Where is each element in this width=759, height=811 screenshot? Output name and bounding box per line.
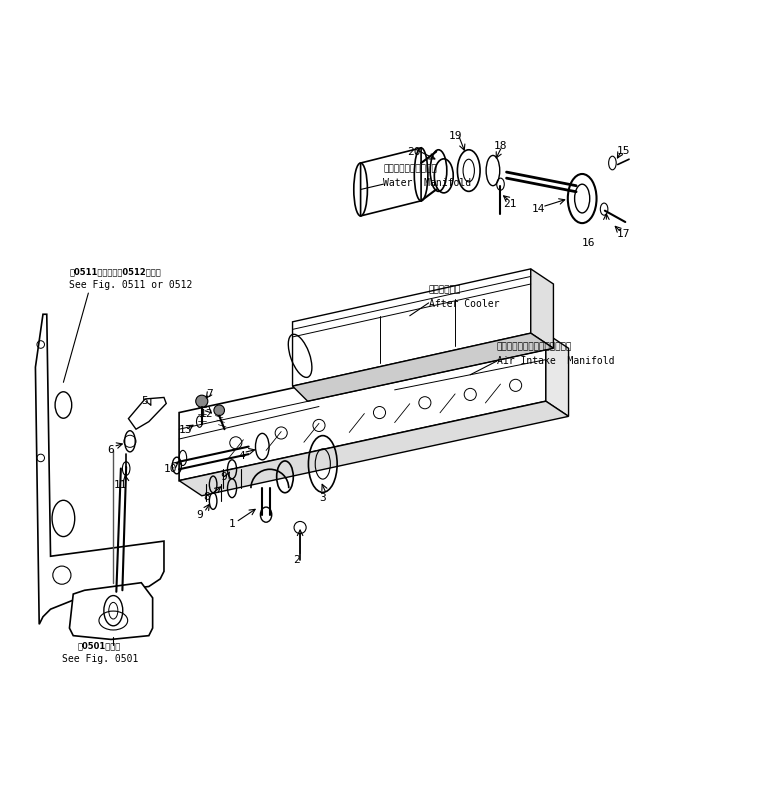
Text: 19: 19 — [449, 131, 462, 141]
Text: 15: 15 — [616, 146, 630, 156]
Text: ウォータマニホールド: ウォータマニホールド — [383, 165, 437, 174]
Text: アフタクーラ: アフタクーラ — [429, 285, 461, 294]
Text: See Fig. 0501: See Fig. 0501 — [61, 654, 138, 663]
Text: 13: 13 — [179, 425, 193, 435]
Text: 18: 18 — [494, 140, 507, 151]
Polygon shape — [70, 583, 153, 640]
Text: 第0501図参照: 第0501図参照 — [78, 641, 121, 650]
Text: After Cooler: After Cooler — [429, 298, 499, 308]
Text: 9: 9 — [196, 509, 203, 519]
Text: 第0511図または第0512図参照: 第0511図または第0512図参照 — [70, 267, 161, 276]
Text: 12: 12 — [200, 408, 213, 418]
Polygon shape — [179, 401, 568, 496]
Polygon shape — [179, 334, 546, 481]
Text: 2: 2 — [293, 555, 300, 564]
Text: 14: 14 — [531, 204, 545, 214]
Text: 11: 11 — [113, 479, 127, 489]
Polygon shape — [531, 269, 553, 349]
Text: 1: 1 — [228, 518, 235, 528]
Text: エアーインテークマニホールド: エアーインテークマニホールド — [496, 342, 572, 351]
Text: Water  Manifold: Water Manifold — [383, 178, 471, 187]
Polygon shape — [128, 398, 166, 430]
Text: 9: 9 — [220, 471, 227, 482]
Text: 4: 4 — [238, 450, 245, 461]
Text: 8: 8 — [203, 491, 210, 501]
Text: Air Intake  Manifold: Air Intake Manifold — [496, 355, 614, 365]
Polygon shape — [36, 315, 164, 624]
Polygon shape — [361, 148, 421, 217]
Text: 6: 6 — [108, 444, 115, 454]
Text: 3: 3 — [320, 492, 326, 503]
Text: 10: 10 — [163, 463, 177, 473]
Circle shape — [214, 406, 225, 416]
Text: 17: 17 — [616, 229, 630, 239]
Polygon shape — [546, 334, 568, 417]
Text: 7: 7 — [206, 388, 213, 398]
Text: 5: 5 — [142, 396, 149, 406]
Polygon shape — [292, 334, 553, 401]
Text: 21: 21 — [502, 199, 516, 208]
Text: 16: 16 — [581, 238, 595, 247]
Text: See Fig. 0511 or 0512: See Fig. 0511 or 0512 — [70, 280, 193, 290]
Circle shape — [196, 396, 208, 408]
Text: 20: 20 — [407, 147, 420, 157]
Polygon shape — [292, 269, 531, 387]
